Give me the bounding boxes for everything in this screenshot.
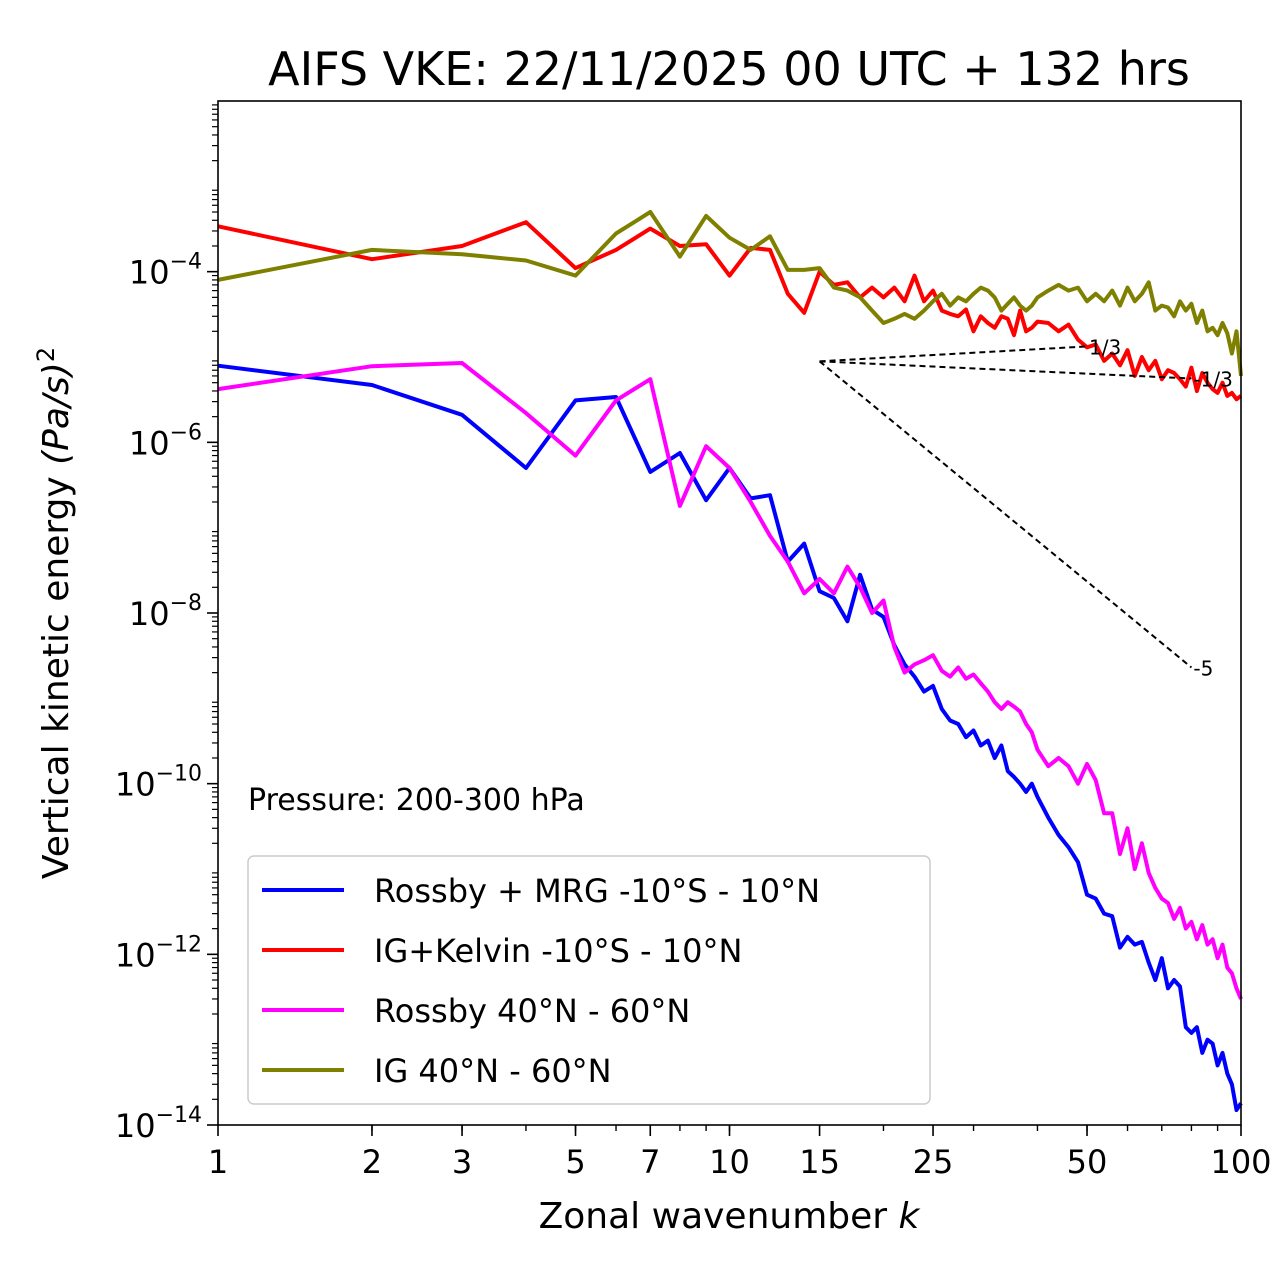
reference-slope-lines: -1/3 1/3 -5 <box>818 335 1233 680</box>
y-tick-base: 10 <box>115 1107 156 1145</box>
x-tick-label: 50 <box>1067 1143 1108 1181</box>
legend-label-0: Rossby + MRG -10°S - 10°N <box>374 872 820 910</box>
x-tick-label: 1 <box>208 1143 228 1181</box>
pressure-annotation: Pressure: 200-300 hPa <box>248 783 585 818</box>
x-tick-label: 2 <box>362 1143 382 1181</box>
chart-title: AIFS VKE: 22/11/2025 00 UTC + 132 hrs <box>268 42 1190 96</box>
y-tick-base: 10 <box>129 254 170 292</box>
y-tick-base: 10 <box>129 595 170 633</box>
y-tick-exponent: −12 <box>156 932 202 957</box>
y-tick-exponent: −4 <box>170 250 202 275</box>
y-tick-exponent: −8 <box>170 591 202 616</box>
y-tick-exponent: −14 <box>156 1103 202 1128</box>
series-line-1 <box>217 220 1243 402</box>
reference-line-1 <box>819 345 1088 363</box>
legend-label-1: IG+Kelvin -10°S - 10°N <box>374 932 742 970</box>
y-axis-label: Vertical kinetic energy (Pa/s)2 <box>32 347 77 879</box>
y-tick-label: 10−12 <box>115 932 202 974</box>
y-tick-base: 10 <box>115 936 156 974</box>
x-tick-label: 15 <box>799 1143 840 1181</box>
reference-label-1: 1/3 <box>1089 335 1121 359</box>
y-tick-label: 10−8 <box>129 591 202 633</box>
x-tick-label: 25 <box>913 1143 954 1181</box>
x-tick-label: 7 <box>640 1143 660 1181</box>
y-axis-label-unit: (Pa/s) <box>36 362 77 465</box>
y-tick-exponent: −10 <box>156 762 202 787</box>
y-tick-label: 10−4 <box>129 250 202 292</box>
y-tick-label: 10−14 <box>115 1103 202 1145</box>
series-line-2 <box>217 361 1243 1000</box>
reference-label-0: -1/3 <box>1193 367 1232 391</box>
y-tick-label: 10−10 <box>115 762 202 804</box>
x-axis-label-var: k <box>899 1196 922 1237</box>
y-tick-base: 10 <box>129 424 170 462</box>
x-axis-label: Zonal wavenumber k <box>539 1196 922 1237</box>
plot-series-group <box>217 210 1243 1112</box>
x-axis-ticks: 1 2 3 5 7 10 15 25 50 100 <box>208 1125 1272 1181</box>
legend-box <box>247 855 931 1105</box>
legend-items: Rossby + MRG -10°S - 10°N IG+Kelvin -10°S… <box>262 872 820 1090</box>
x-axis-label-text: Zonal wavenumber <box>539 1196 888 1237</box>
series-line-3 <box>217 210 1243 377</box>
x-tick-label: 5 <box>565 1143 585 1181</box>
series-line-0 <box>217 363 1243 1112</box>
y-tick-base: 10 <box>115 766 156 804</box>
x-tick-label: 10 <box>709 1143 750 1181</box>
y-axis-label-exp: 2 <box>32 347 60 362</box>
x-tick-label: 100 <box>1210 1143 1271 1181</box>
reference-line-2 <box>818 360 1193 669</box>
legend: Rossby + MRG -10°S - 10°N IG+Kelvin -10°S… <box>247 855 931 1105</box>
legend-label-2: Rossby 40°N - 60°N <box>374 992 690 1030</box>
reference-label-2: -5 <box>1193 656 1213 680</box>
x-tick-label: 3 <box>452 1143 472 1181</box>
y-tick-exponent: −6 <box>170 420 202 445</box>
y-axis-label-text: Vertical kinetic energy <box>36 476 77 879</box>
y-tick-label: 10−6 <box>129 420 202 462</box>
reference-line-0 <box>819 360 1192 380</box>
legend-label-3: IG 40°N - 60°N <box>374 1052 612 1090</box>
